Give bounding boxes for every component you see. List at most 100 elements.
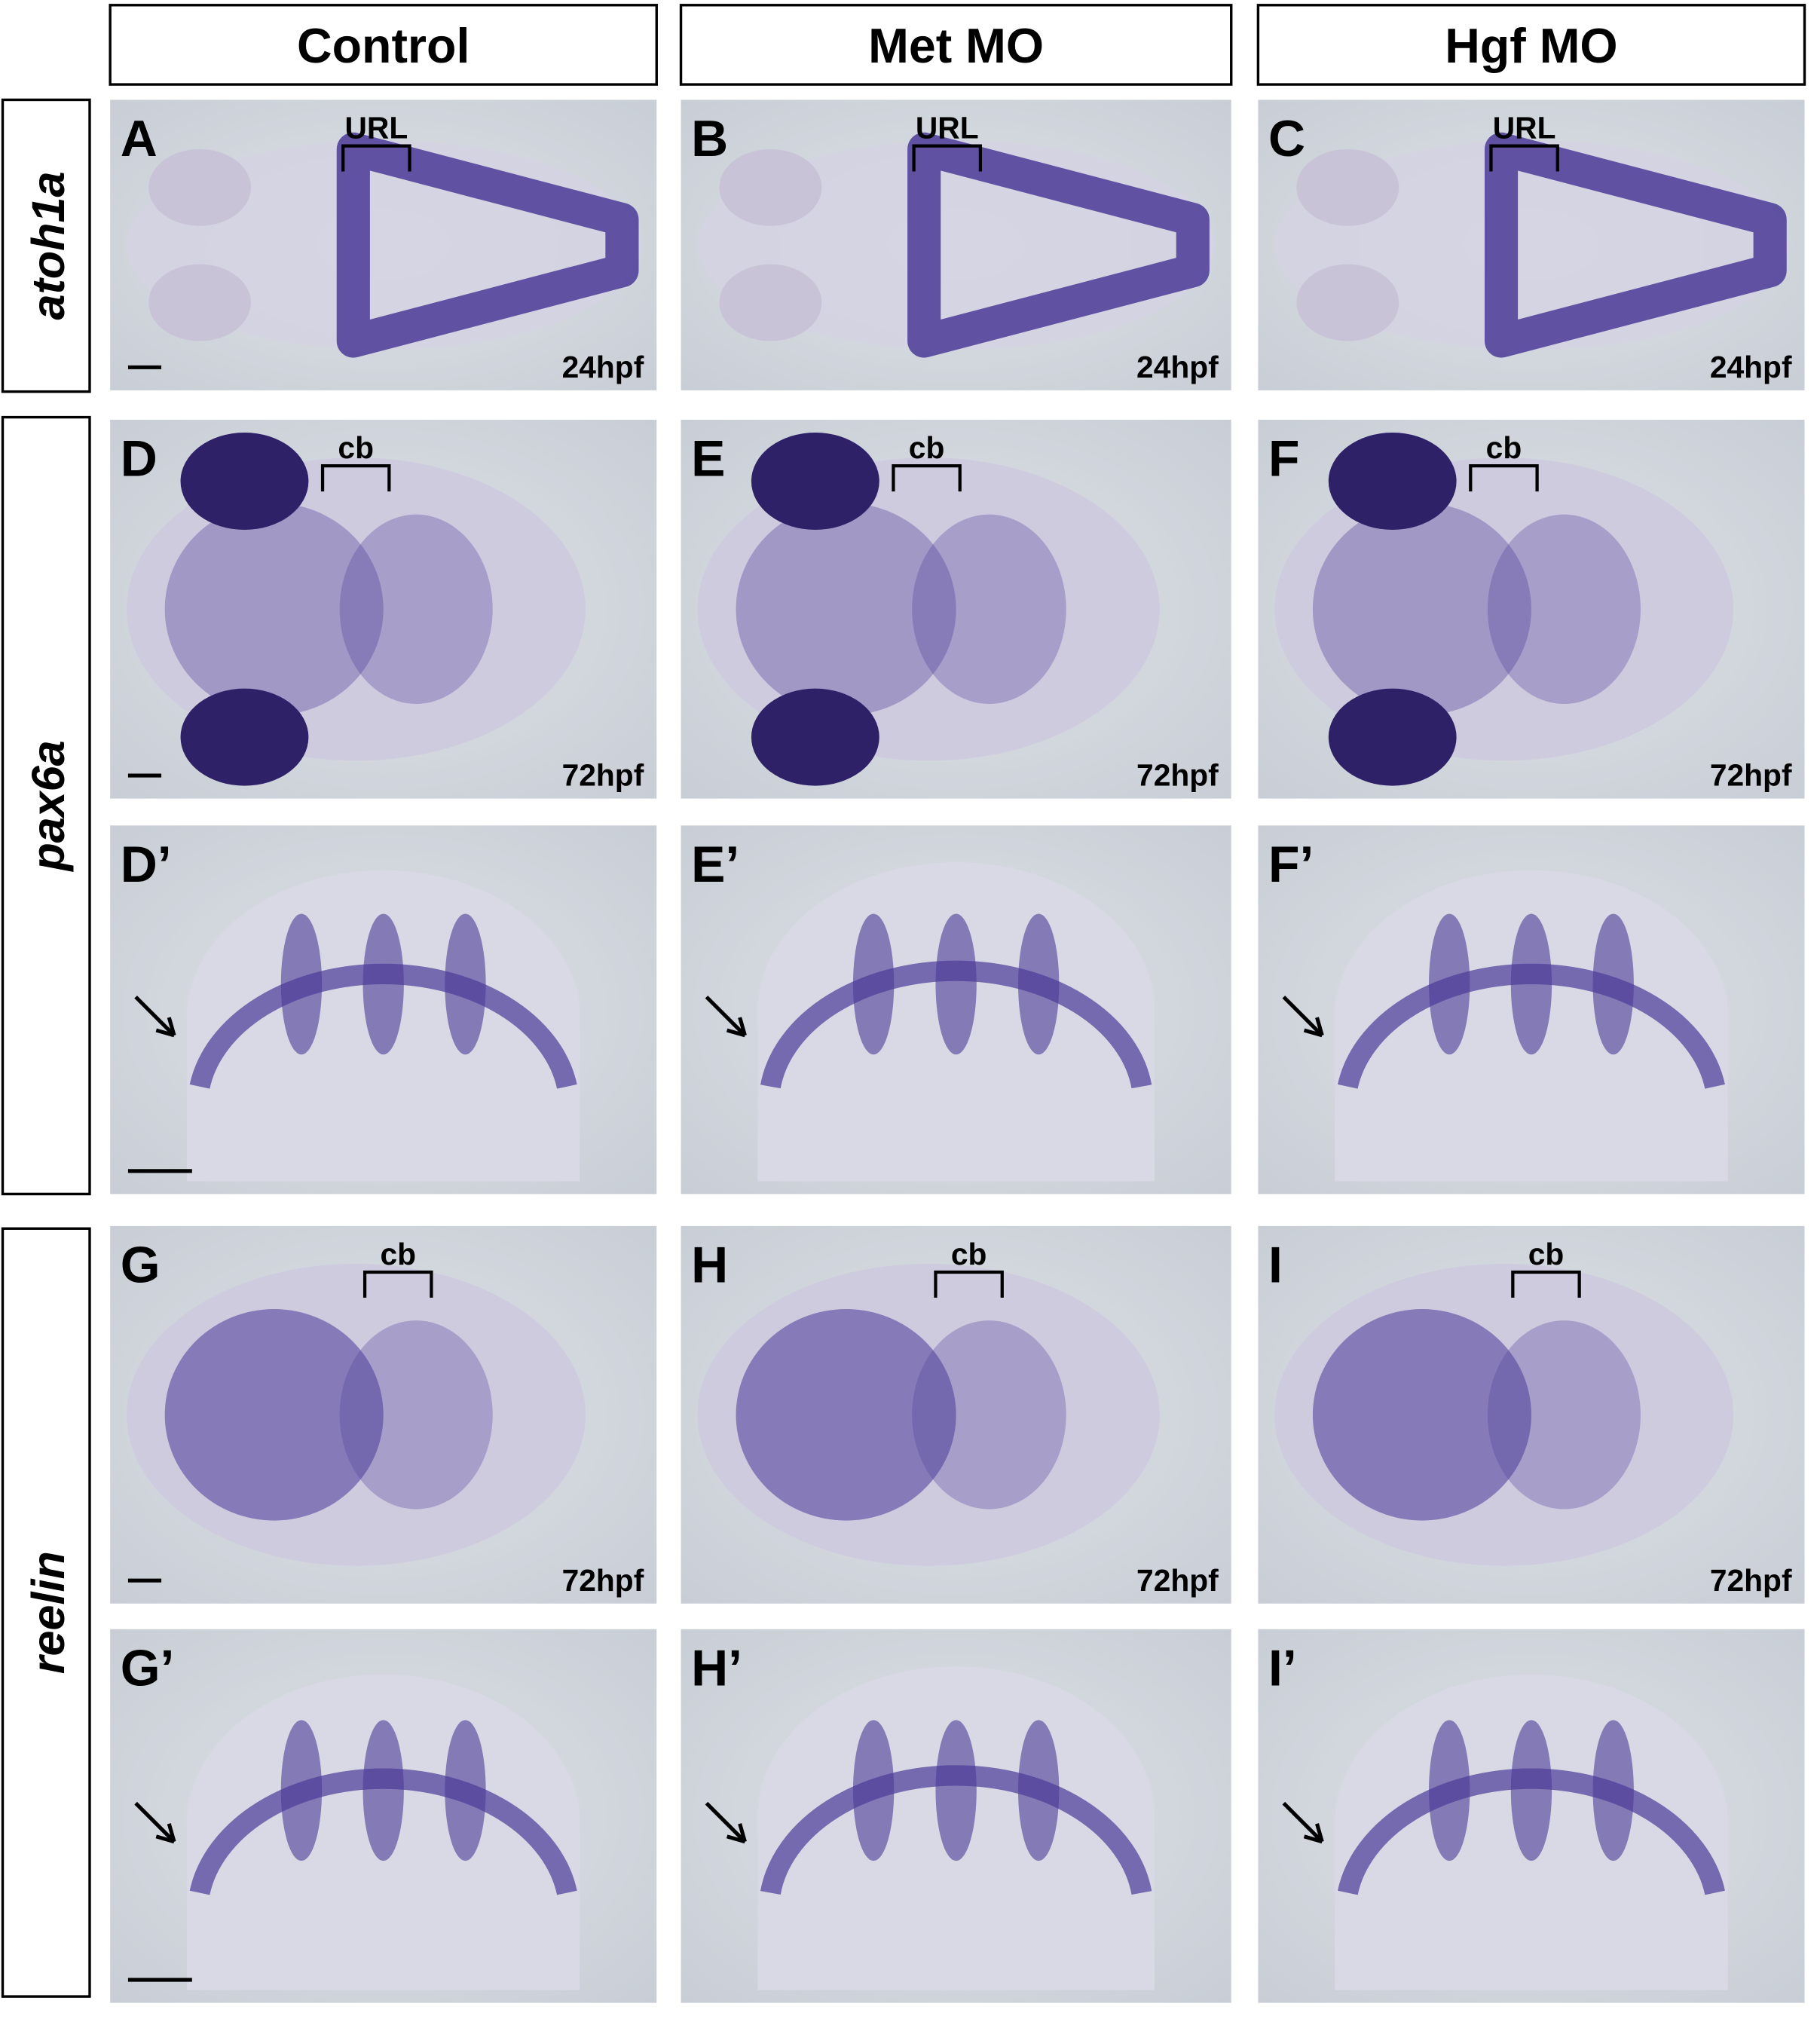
- stain: [1312, 503, 1531, 716]
- stain: [1484, 132, 1787, 358]
- panel-letter: I’: [1268, 1640, 1297, 1696]
- embryo: [126, 457, 586, 761]
- bracket-label: cb: [1528, 1237, 1565, 1271]
- stain: [935, 913, 977, 1055]
- stain: [336, 132, 639, 358]
- arrow: [1282, 996, 1324, 1038]
- stain: [907, 132, 1210, 358]
- bracket-label: cb: [380, 1237, 416, 1271]
- stain: [164, 1309, 384, 1521]
- panel: G’: [110, 1629, 657, 2003]
- stain: [912, 514, 1066, 704]
- stain: [912, 1320, 1066, 1510]
- stain: [1510, 1720, 1552, 1861]
- row-label: atoh1a: [23, 172, 74, 320]
- panel: H’: [681, 1629, 1231, 2003]
- row-label-box: [1, 1227, 91, 1998]
- stain: [362, 1720, 404, 1861]
- bracket-label: cb: [1486, 430, 1522, 465]
- bracket-label: URL: [1493, 110, 1556, 145]
- stage-label: 72hpf: [562, 758, 644, 793]
- bracket: [341, 144, 411, 172]
- arrow: [705, 996, 747, 1038]
- eye: [751, 688, 879, 786]
- bracket: [1511, 1270, 1581, 1298]
- eye: [1296, 264, 1399, 341]
- panel-letter: G’: [121, 1640, 175, 1696]
- eye: [148, 148, 251, 226]
- panel-letter: I: [1268, 1237, 1283, 1294]
- panel-letter: E’: [691, 837, 739, 893]
- bracket: [362, 1270, 433, 1298]
- stage-label: 72hpf: [562, 1563, 644, 1598]
- column-header-box: [1256, 4, 1806, 86]
- bracket-label: URL: [916, 110, 979, 145]
- column-header-box: [679, 4, 1233, 86]
- eye: [180, 432, 309, 531]
- eye: [751, 432, 879, 531]
- stage-label: 24hpf: [562, 350, 644, 384]
- panel-letter: C: [1268, 111, 1305, 167]
- stage-label: 72hpf: [1136, 758, 1219, 793]
- row-label-box: [1, 415, 91, 1196]
- stain: [280, 913, 323, 1055]
- arrow: [134, 996, 176, 1038]
- stage-label: 72hpf: [1136, 1563, 1219, 1598]
- stain: [736, 1309, 956, 1521]
- bracket: [912, 144, 983, 172]
- stain: [1487, 1320, 1641, 1510]
- eye: [1328, 432, 1457, 531]
- bracket: [320, 464, 391, 492]
- row-label: pax6a: [23, 740, 74, 872]
- bracket: [934, 1270, 1004, 1298]
- row-label-box: [1, 98, 91, 393]
- stain: [445, 1720, 486, 1861]
- column-header: Hgf MO: [1445, 19, 1617, 73]
- panel: A URL 24hpf: [110, 99, 657, 390]
- stain: [736, 503, 956, 716]
- panel: I’: [1258, 1629, 1805, 2003]
- bracket-label: cb: [909, 430, 945, 465]
- stain: [852, 913, 895, 1055]
- stage-label: 72hpf: [1710, 1563, 1792, 1598]
- stain: [1429, 913, 1470, 1055]
- panel-letter: F: [1268, 431, 1299, 488]
- panel-letter: D: [121, 431, 158, 488]
- column-header: Met MO: [868, 19, 1044, 73]
- panel-letter: G: [121, 1237, 161, 1294]
- panel: B URL 24hpf: [681, 99, 1231, 390]
- stain: [1017, 1720, 1060, 1861]
- eye: [180, 688, 309, 786]
- eye: [719, 264, 822, 341]
- panel: F’: [1258, 825, 1805, 1195]
- embryo: [1274, 457, 1734, 761]
- bracket: [892, 464, 962, 492]
- bracket: [1469, 464, 1539, 492]
- stage-label: 24hpf: [1710, 350, 1792, 384]
- column-header: Control: [297, 19, 470, 73]
- panel-letter: D’: [121, 837, 172, 893]
- panel-letter: B: [691, 111, 728, 167]
- bracket-label: cb: [338, 430, 374, 465]
- bracket-label: URL: [344, 110, 408, 145]
- panel-letter: H: [691, 1237, 728, 1294]
- embryo: [697, 457, 1160, 761]
- panel: D’: [110, 825, 657, 1195]
- panel: E’: [681, 825, 1231, 1195]
- stain: [1487, 514, 1641, 704]
- panel: C URL 24hpf: [1258, 99, 1805, 390]
- stage-label: 72hpf: [1710, 758, 1792, 793]
- eye: [719, 148, 822, 226]
- eye: [1328, 688, 1457, 786]
- row-label: reelin: [23, 1551, 74, 1674]
- arrow: [1282, 1801, 1324, 1844]
- stain: [852, 1720, 895, 1861]
- stain: [339, 514, 493, 704]
- eye: [1296, 148, 1399, 226]
